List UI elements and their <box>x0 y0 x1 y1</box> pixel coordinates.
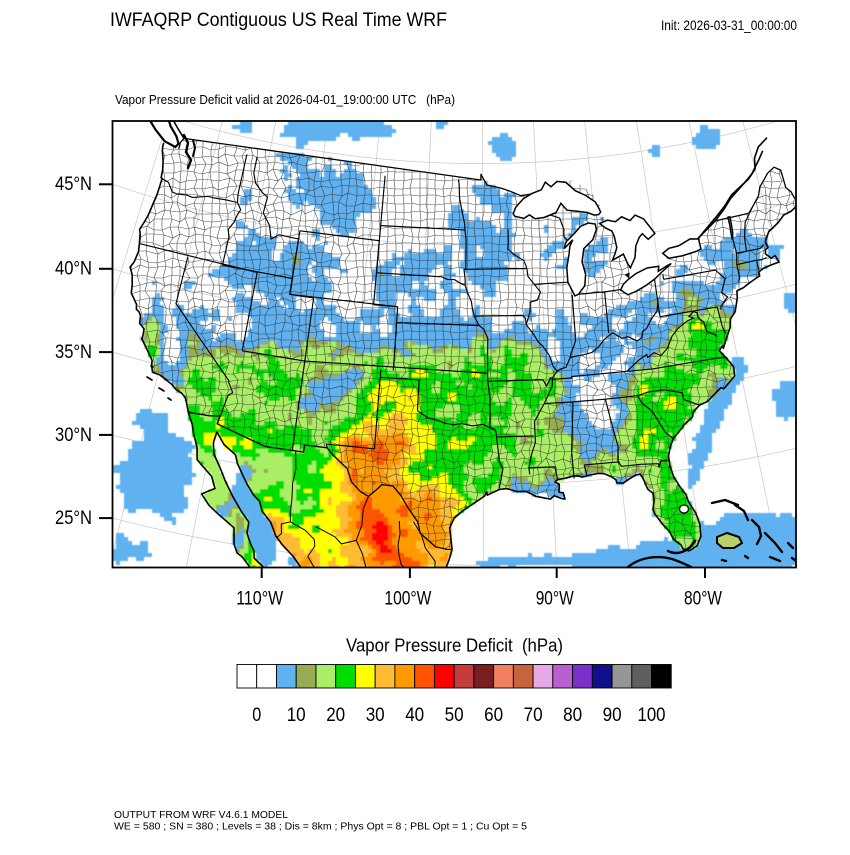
svg-text:OUTPUT FROM WRF V4.6.1 MODEL: OUTPUT FROM WRF V4.6.1 MODEL <box>114 810 288 821</box>
svg-text:50: 50 <box>445 705 464 726</box>
svg-text:Vapor Pressure Deficit valid a: Vapor Pressure Deficit valid at 2026-04-… <box>115 93 455 107</box>
svg-text:70: 70 <box>524 705 543 726</box>
svg-text:90°W: 90°W <box>536 589 574 610</box>
svg-text:100°W: 100°W <box>384 589 431 610</box>
svg-text:WE = 580 ; SN = 380 ; Levels =: WE = 580 ; SN = 380 ; Levels = 38 ; Dis … <box>114 822 527 833</box>
svg-text:35°N: 35°N <box>55 342 92 363</box>
svg-text:10: 10 <box>287 705 306 726</box>
svg-text:25°N: 25°N <box>55 508 92 529</box>
svg-text:45°N: 45°N <box>55 174 92 195</box>
svg-text:Vapor Pressure Deficit (hPa): Vapor Pressure Deficit (hPa) <box>346 635 563 656</box>
svg-text:Init: 2026-03-31_00:00:00: Init: 2026-03-31_00:00:00 <box>661 18 797 33</box>
svg-text:30: 30 <box>366 705 385 726</box>
svg-text:20: 20 <box>326 705 345 726</box>
svg-text:0: 0 <box>252 705 261 726</box>
svg-text:60: 60 <box>484 705 503 726</box>
svg-text:40: 40 <box>405 705 424 726</box>
svg-text:110°W: 110°W <box>236 589 283 610</box>
svg-text:80°W: 80°W <box>684 589 722 610</box>
svg-text:40°N: 40°N <box>55 259 92 280</box>
svg-text:100: 100 <box>638 705 666 726</box>
svg-text:IWFAQRP Contiguous US Real Tim: IWFAQRP Contiguous US Real Time WRF <box>110 10 447 31</box>
svg-text:30°N: 30°N <box>55 425 92 446</box>
svg-text:90: 90 <box>603 705 622 726</box>
svg-text:80: 80 <box>563 705 582 726</box>
